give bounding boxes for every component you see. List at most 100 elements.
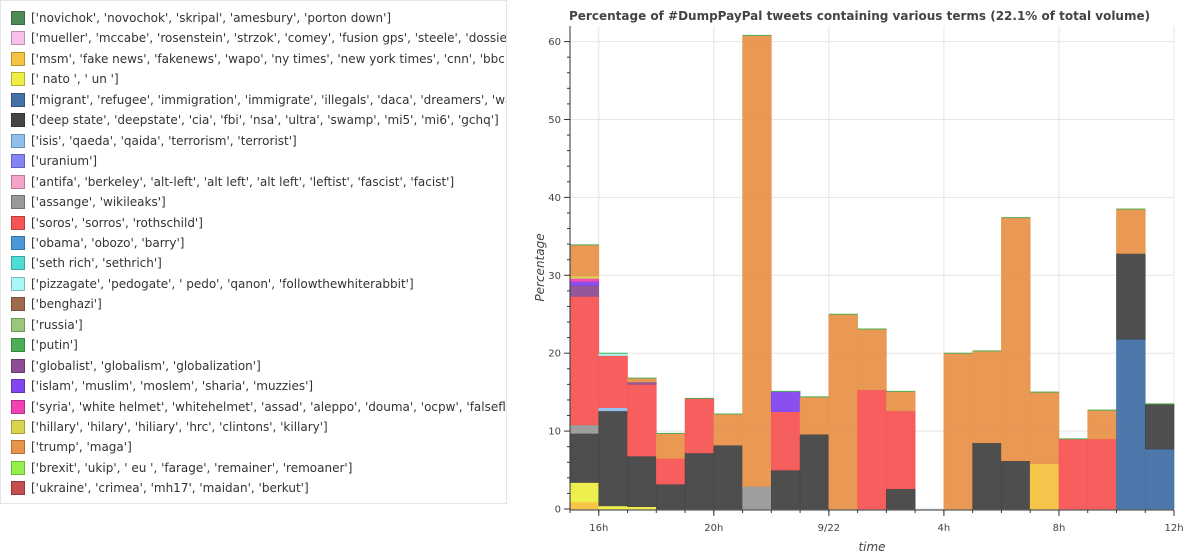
legend-item[interactable]: ['syria', 'white helmet', 'whitehelmet',… bbox=[11, 397, 506, 417]
bar-segment bbox=[569, 275, 600, 279]
bar-segment bbox=[655, 483, 686, 510]
legend-label: ['ukraine', 'crimea', 'mh17', 'maidan', … bbox=[31, 481, 309, 496]
bar-segment bbox=[569, 501, 600, 510]
bar-segment bbox=[771, 411, 801, 471]
bar-segment bbox=[627, 381, 657, 385]
legend-label: ['antifa', 'berkeley', 'alt-left', 'alt … bbox=[31, 174, 455, 189]
legend-item[interactable]: ['benghazi'] bbox=[11, 294, 102, 314]
bar-segment bbox=[1144, 403, 1175, 450]
bar-segment bbox=[1001, 217, 1031, 461]
legend-swatch bbox=[11, 317, 25, 332]
bar-segment bbox=[627, 377, 657, 383]
bar-segment bbox=[771, 391, 801, 412]
bar-segment bbox=[655, 433, 686, 459]
bar-segment bbox=[1001, 460, 1031, 510]
legend-item[interactable]: ['assange', 'wikileaks'] bbox=[11, 192, 166, 212]
bar-segment bbox=[943, 352, 973, 510]
legend-item[interactable]: ['obama', 'obozo', 'barry'] bbox=[11, 233, 184, 253]
bar-segment bbox=[1116, 338, 1146, 510]
bar-segment bbox=[742, 486, 772, 510]
bar-segment bbox=[1116, 253, 1146, 340]
bar-segment bbox=[684, 452, 715, 510]
legend-label: ['syria', 'white helmet', 'whitehelmet',… bbox=[31, 399, 506, 414]
legend-item[interactable]: ['uranium'] bbox=[11, 151, 97, 171]
y-tick-label: 30 bbox=[548, 271, 561, 282]
legend-item[interactable]: ['migrant', 'refugee', 'immigration', 'i… bbox=[11, 90, 506, 110]
legend-label: ['isis', 'qaeda', 'qaida', 'terrorism', … bbox=[31, 133, 297, 148]
legend-item[interactable]: ['mueller', 'mccabe', 'rosenstein', 'str… bbox=[11, 28, 507, 48]
legend-item[interactable]: [' nato ', ' un '] bbox=[11, 69, 119, 89]
legend-item[interactable]: ['soros', 'sorros', 'rothschild'] bbox=[11, 213, 203, 233]
bar-segment bbox=[569, 482, 600, 503]
legend-swatch bbox=[11, 11, 25, 25]
bar-segment bbox=[569, 433, 600, 483]
legend-label: ['putin'] bbox=[31, 338, 78, 353]
x-tick-label: 4h bbox=[938, 523, 951, 534]
x-tick-label: 12h bbox=[1164, 523, 1183, 534]
legend-label: ['brexit', 'ukip', ' eu ', 'farage', 're… bbox=[31, 460, 353, 475]
legend-item[interactable]: ['isis', 'qaeda', 'qaida', 'terrorism', … bbox=[11, 131, 297, 151]
bar-segment bbox=[972, 442, 1002, 510]
legend-swatch bbox=[11, 440, 25, 455]
y-tick-label: 10 bbox=[548, 427, 561, 438]
bar-segment bbox=[1087, 438, 1117, 510]
bar-segment bbox=[569, 278, 600, 282]
bar-segment bbox=[1058, 438, 1089, 510]
legend-swatch bbox=[11, 338, 25, 353]
legend-item[interactable]: ['deep state', 'deepstate', 'cia', 'fbi'… bbox=[11, 110, 499, 130]
legend-swatch bbox=[11, 460, 25, 475]
bar-segment bbox=[799, 396, 830, 435]
legend-swatch bbox=[11, 379, 25, 394]
bar-segment bbox=[627, 384, 657, 457]
y-tick-label: 0 bbox=[555, 505, 561, 516]
legend-label: ['hillary', 'hilary', 'hiliary', 'hrc', … bbox=[31, 420, 328, 434]
bar-segment bbox=[857, 328, 887, 391]
y-tick-label: 40 bbox=[548, 193, 561, 204]
legend-item[interactable]: ['seth rich', 'sethrich'] bbox=[11, 253, 162, 273]
bar-segment bbox=[828, 313, 858, 510]
legend-label: ['trump', 'maga'] bbox=[31, 440, 132, 455]
x-tick-label: 8h bbox=[1053, 523, 1066, 534]
legend-label: ['russia'] bbox=[31, 317, 83, 332]
legend-label: ['mueller', 'mccabe', 'rosenstein', 'str… bbox=[31, 31, 507, 46]
legend-label: ['seth rich', 'sethrich'] bbox=[31, 256, 162, 271]
bar-segment bbox=[742, 35, 772, 487]
bar-segment bbox=[598, 407, 628, 412]
legend-item[interactable]: ['ukraine', 'crimea', 'mh17', 'maidan', … bbox=[11, 478, 309, 498]
legend-swatch bbox=[11, 235, 25, 250]
bar-segment bbox=[771, 469, 801, 510]
legend-item[interactable]: ['russia'] bbox=[11, 315, 83, 335]
legend-item[interactable]: ['trump', 'maga'] bbox=[11, 437, 132, 457]
legend-label: ['uranium'] bbox=[31, 154, 98, 169]
bar-segment bbox=[1116, 208, 1146, 254]
legend-swatch bbox=[11, 399, 25, 414]
bar-segment bbox=[684, 398, 715, 454]
legend-swatch bbox=[11, 256, 25, 271]
legend-item[interactable]: ['globalist', 'globalism', 'globalizatio… bbox=[11, 356, 261, 376]
legend-label: ['pizzagate', 'pedogate', ' pedo', 'qano… bbox=[31, 276, 414, 291]
legend-item[interactable]: ['pizzagate', 'pedogate', ' pedo', 'qano… bbox=[11, 274, 414, 294]
bar-segment bbox=[713, 444, 743, 510]
legend-label: ['islam', 'muslim', 'moslem', 'sharia', … bbox=[31, 379, 314, 394]
legend-item[interactable]: ['antifa', 'berkeley', 'alt-left', 'alt … bbox=[11, 172, 454, 192]
legend-label: ['benghazi'] bbox=[31, 297, 102, 312]
legend-swatch bbox=[11, 92, 25, 107]
x-tick-label: 9/22 bbox=[818, 523, 840, 534]
legend-item[interactable]: ['msm', 'fake news', 'fakenews', 'wapo',… bbox=[11, 49, 506, 69]
legend-label: [' nato ', ' un '] bbox=[31, 72, 119, 87]
legend-item[interactable]: ['islam', 'muslim', 'moslem', 'sharia', … bbox=[11, 376, 313, 396]
legend-swatch bbox=[11, 174, 25, 189]
bar-segment bbox=[799, 433, 830, 510]
bar-segment bbox=[886, 391, 916, 412]
legend-item[interactable]: ['putin'] bbox=[11, 335, 78, 355]
bar-segment bbox=[627, 455, 657, 507]
legend-item[interactable]: ['brexit', 'ukip', ' eu ', 'farage', 're… bbox=[11, 458, 352, 478]
bar-segment bbox=[1087, 409, 1117, 440]
chart-legend: ['novichok', 'novochok', 'skripal', 'ame… bbox=[0, 0, 507, 504]
legend-item[interactable]: ['novichok', 'novochok', 'skripal', 'ame… bbox=[11, 8, 391, 28]
legend-item[interactable]: ['hillary', 'hilary', 'hiliary', 'hrc', … bbox=[11, 417, 328, 437]
legend-label: ['globalist', 'globalism', 'globalizatio… bbox=[31, 358, 261, 373]
legend-swatch bbox=[11, 420, 25, 434]
y-tick-label: 50 bbox=[548, 115, 561, 126]
